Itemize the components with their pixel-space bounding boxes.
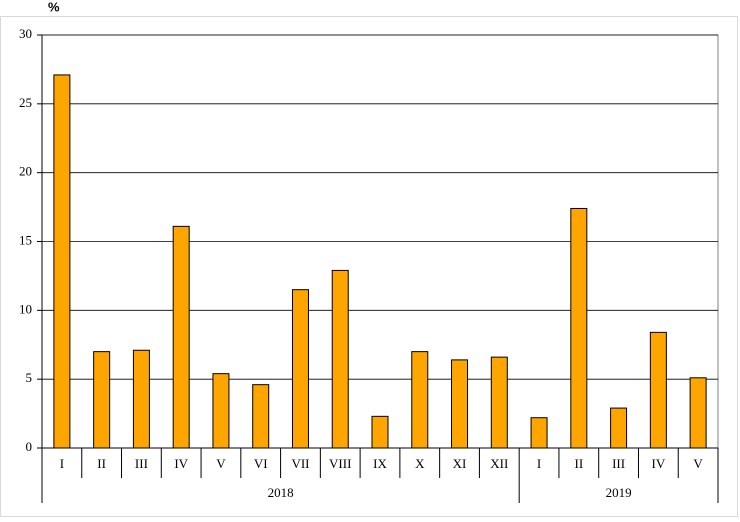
y-tick-label: 25 [19, 95, 32, 110]
y-tick-label: 15 [19, 232, 32, 247]
y-tick-label: 20 [19, 164, 32, 179]
bar [689, 377, 707, 449]
x-tick-label: IV [174, 456, 188, 471]
group-label: 2018 [268, 485, 294, 500]
bar [172, 225, 190, 449]
x-tick-label: V [216, 456, 226, 471]
bar [411, 351, 429, 449]
bar [570, 207, 588, 449]
x-tick-label: II [574, 456, 583, 471]
bar [490, 356, 508, 449]
bar [53, 74, 71, 449]
x-tick-label: VIII [329, 456, 351, 471]
bar [649, 331, 667, 449]
x-tick-label: XI [453, 456, 467, 471]
x-tick-label: VII [291, 456, 309, 471]
chart-frame [0, 16, 738, 517]
x-tick-label: II [97, 456, 106, 471]
bar [610, 407, 628, 449]
x-tick-label: V [693, 456, 703, 471]
bar [132, 349, 150, 449]
bar [530, 417, 548, 449]
x-tick-label: IX [373, 456, 387, 471]
x-tick-label: I [60, 456, 64, 471]
x-tick-label: VI [254, 456, 268, 471]
bar [291, 289, 309, 449]
bar [93, 351, 111, 449]
x-tick-label: IV [651, 456, 665, 471]
y-tick-label: 5 [26, 370, 33, 385]
x-tick-label: I [537, 456, 541, 471]
y-tick-label: 10 [19, 301, 32, 316]
x-tick-label: III [135, 456, 148, 471]
bar [451, 359, 469, 449]
y-tick-label: 30 [19, 26, 32, 41]
x-tick-label: X [415, 456, 425, 471]
group-label: 2019 [606, 485, 632, 500]
bar [331, 269, 349, 449]
x-tick-label: XII [490, 456, 508, 471]
y-axis-label: % [48, 0, 60, 14]
y-tick-label: 0 [26, 439, 33, 454]
x-tick-label: III [612, 456, 625, 471]
bar [371, 415, 389, 449]
bar [212, 373, 230, 449]
bar [252, 384, 270, 449]
